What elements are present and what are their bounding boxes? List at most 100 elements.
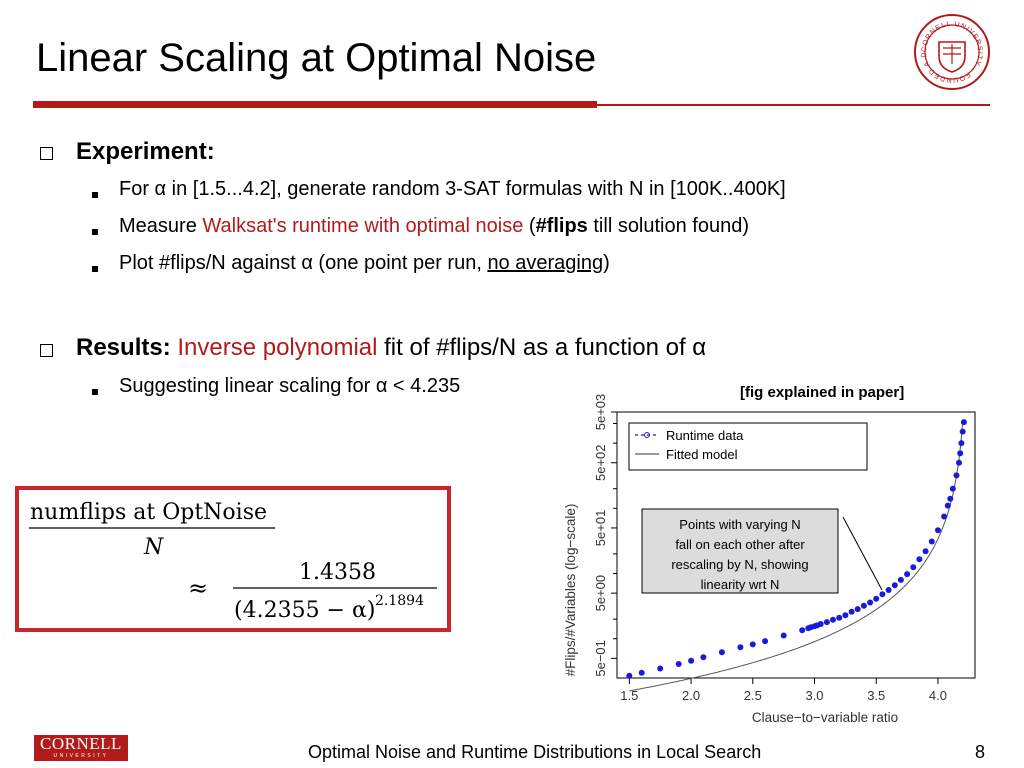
y-tick-label: 5e+02 bbox=[593, 444, 608, 481]
legend: Runtime data Fitted model bbox=[628, 422, 868, 471]
data-point bbox=[959, 428, 966, 435]
results-line: Results: Inverse polynomial fit of #flip… bbox=[76, 334, 707, 361]
data-point bbox=[737, 644, 744, 651]
legend-fit-label: Fitted model bbox=[666, 447, 738, 462]
legend-box bbox=[628, 422, 868, 471]
results-bullet-1: Suggesting linear scaling for α < 4.235 bbox=[119, 375, 461, 397]
data-point bbox=[949, 485, 956, 492]
x-tick-label: 2.0 bbox=[682, 688, 700, 703]
data-point bbox=[657, 665, 664, 672]
formula-approx: ≈ bbox=[188, 574, 208, 602]
data-point bbox=[675, 661, 682, 667]
experiment-section-bullet bbox=[40, 139, 53, 167]
data-point bbox=[941, 513, 948, 520]
y-tick-label: 5e+01 bbox=[593, 510, 608, 547]
data-point bbox=[960, 419, 967, 426]
data-point bbox=[885, 587, 892, 593]
data-point bbox=[867, 599, 874, 606]
data-point bbox=[910, 564, 917, 571]
data-point bbox=[823, 619, 830, 626]
annotation-box bbox=[641, 508, 839, 594]
y-axis-label: #Flips/#Variables (log−scale) bbox=[563, 504, 578, 677]
data-point bbox=[836, 614, 843, 621]
fitted-model-line bbox=[629, 421, 964, 692]
formula-coefficient: 1.4358 bbox=[299, 560, 376, 585]
x-tick-label: 2.5 bbox=[744, 688, 762, 703]
results-section-bullet bbox=[40, 336, 53, 364]
x-tick-label: 1.5 bbox=[620, 688, 638, 703]
legend-runtime-label: Runtime data bbox=[666, 428, 744, 443]
hollow-square-bullet-icon bbox=[40, 344, 53, 357]
square-bullet-icon bbox=[92, 222, 98, 240]
cornell-footer-logo: CORNELL UNIVERSITY bbox=[34, 735, 128, 761]
square-bullet-icon bbox=[92, 259, 98, 277]
data-point bbox=[799, 627, 806, 634]
data-point bbox=[873, 595, 880, 602]
title-underline-thin bbox=[597, 104, 990, 106]
data-point bbox=[947, 495, 954, 502]
formula-denominator: N bbox=[143, 535, 164, 560]
y-tick-label: 5e+00 bbox=[593, 575, 608, 612]
figure-note: [fig explained in paper] bbox=[740, 384, 905, 401]
points-group bbox=[626, 419, 967, 679]
axes-group: 1.5 2.0 2.5 3.0 3.5 4.0 5e−01 5e+00 5e+01 5e+02 5e… bbox=[593, 394, 947, 703]
square-bullet-icon bbox=[92, 382, 98, 400]
y-tick-label: 5e−01 bbox=[593, 640, 608, 677]
data-point bbox=[916, 556, 923, 563]
data-point bbox=[762, 638, 769, 645]
fit-line-group bbox=[629, 421, 964, 692]
data-point bbox=[957, 450, 964, 457]
footer-logo-text: CORNELL bbox=[40, 734, 122, 753]
data-point bbox=[935, 527, 941, 534]
footer-text: Optimal Noise and Runtime Distributions … bbox=[308, 742, 762, 762]
data-point bbox=[780, 632, 787, 639]
data-point bbox=[700, 654, 707, 661]
data-point bbox=[891, 582, 898, 589]
data-point bbox=[749, 641, 756, 648]
experiment-bullet-3: Plot #flips/N against α (one point per r… bbox=[119, 252, 610, 274]
data-point bbox=[854, 606, 861, 613]
data-point bbox=[897, 576, 904, 583]
legend-runtime-marker bbox=[644, 432, 650, 438]
experiment-bullet-1: For α in [1.5...4.2], generate random 3-… bbox=[119, 178, 786, 200]
data-point bbox=[922, 548, 929, 555]
x-axis-label: Clause−to−variable ratio bbox=[752, 710, 898, 725]
data-point bbox=[842, 612, 849, 619]
page-number: 8 bbox=[975, 742, 986, 762]
scatter-chart: 1.5 2.0 2.5 3.0 3.5 4.0 5e−01 5e+00 5e+01 5e+02 5e… bbox=[563, 394, 976, 725]
formula-exponent: 2.1894 bbox=[375, 593, 424, 609]
formula-base: (4.2355 − α) bbox=[234, 598, 375, 623]
data-point bbox=[958, 440, 965, 447]
data-point bbox=[944, 502, 951, 509]
plot-frame-group bbox=[616, 411, 976, 679]
cornell-seal-logo: CORNELL UNIVERSITY · FOUNDED A.D. 1865 bbox=[912, 12, 990, 90]
data-point bbox=[953, 472, 960, 479]
data-point bbox=[688, 657, 695, 664]
data-point bbox=[848, 608, 855, 615]
slide-title: Linear Scaling at Optimal Noise bbox=[36, 36, 597, 80]
plot-frame bbox=[616, 411, 976, 679]
data-point bbox=[638, 669, 645, 676]
experiment-bullet-2: Measure Walksat's runtime with optimal n… bbox=[119, 215, 750, 237]
data-point bbox=[879, 591, 886, 598]
footer-logo-sub: UNIVERSITY bbox=[53, 753, 109, 759]
x-tick-label: 3.0 bbox=[805, 688, 823, 703]
square-bullet-icon bbox=[92, 185, 98, 203]
annotation-pointer bbox=[842, 516, 883, 591]
data-point bbox=[817, 621, 824, 627]
title-underline-thick bbox=[33, 101, 597, 108]
data-point bbox=[626, 672, 633, 679]
y-tick-label: 5e+03 bbox=[593, 394, 608, 431]
x-tick-label: 3.5 bbox=[867, 688, 885, 703]
data-point bbox=[904, 571, 911, 578]
data-point bbox=[860, 602, 867, 609]
data-point bbox=[718, 649, 725, 656]
data-point bbox=[956, 459, 962, 466]
experiment-heading: Experiment: bbox=[76, 138, 215, 165]
formula-numerator: numflips at OptNoise bbox=[30, 500, 267, 525]
formula-box: numflips at OptNoise N ≈ 1.4358 (4.2355 … bbox=[15, 486, 451, 632]
data-point bbox=[830, 616, 836, 623]
hollow-square-bullet-icon bbox=[40, 147, 53, 160]
